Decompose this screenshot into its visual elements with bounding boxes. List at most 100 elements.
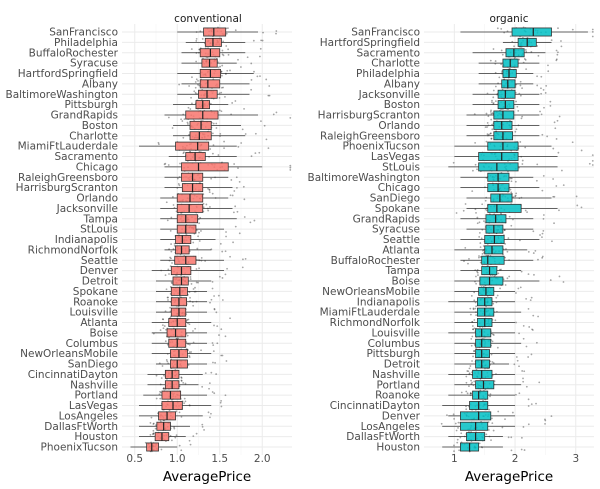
data-point	[524, 59, 527, 61]
data-point	[182, 136, 185, 139]
box-Louisville	[475, 328, 492, 338]
data-point	[470, 382, 473, 385]
data-point	[470, 379, 472, 382]
data-point	[506, 250, 509, 253]
data-point	[478, 221, 481, 224]
data-point	[469, 313, 472, 316]
box-Detroit	[475, 359, 490, 369]
category-label: LosAngeles	[59, 410, 118, 422]
data-point	[229, 255, 231, 258]
data-point	[218, 109, 221, 112]
category-label: Roanoke	[73, 296, 118, 308]
data-point	[473, 291, 476, 294]
data-point	[230, 179, 233, 181]
data-point	[553, 222, 555, 225]
x-tick-label: 1.5	[211, 453, 228, 465]
data-point	[552, 195, 555, 198]
box-Spokane	[487, 203, 522, 213]
data-point	[516, 105, 519, 108]
data-point	[534, 249, 537, 252]
category-label: Boise	[392, 276, 420, 288]
data-point	[531, 329, 534, 331]
data-point	[468, 367, 471, 370]
data-point	[165, 359, 168, 361]
data-point	[216, 325, 219, 328]
data-point	[166, 360, 169, 363]
data-point	[260, 120, 262, 123]
data-point	[476, 168, 478, 171]
data-point	[557, 27, 559, 30]
data-point	[208, 189, 211, 191]
data-point	[157, 141, 160, 144]
data-point	[243, 216, 246, 218]
category-label: Sacramento	[356, 47, 420, 59]
data-point	[203, 429, 205, 431]
data-point	[242, 258, 244, 261]
category-label: Atlanta	[80, 317, 118, 329]
data-point	[244, 133, 247, 135]
data-point	[268, 85, 271, 87]
data-point	[501, 71, 503, 73]
data-point	[170, 439, 173, 442]
category-label: LasVegas	[69, 400, 118, 412]
category-label: Boise	[90, 327, 118, 339]
data-point	[253, 219, 256, 222]
data-point	[537, 315, 539, 318]
data-point	[562, 184, 565, 187]
data-point	[210, 298, 213, 301]
data-point	[522, 324, 525, 327]
data-point	[542, 214, 545, 216]
data-point	[515, 393, 517, 396]
data-point	[179, 162, 181, 165]
data-point	[183, 397, 186, 400]
data-point	[224, 273, 227, 276]
data-point	[440, 422, 443, 425]
data-point	[209, 148, 212, 150]
data-point	[541, 133, 544, 136]
data-point	[197, 235, 199, 238]
data-point	[544, 422, 546, 425]
data-point	[485, 140, 488, 143]
data-point	[518, 58, 521, 61]
box-Orlando	[493, 120, 513, 130]
data-point	[250, 88, 253, 91]
category-label: Philadelphia	[54, 37, 118, 49]
data-point	[532, 230, 535, 233]
data-point	[489, 110, 492, 113]
data-point	[474, 163, 477, 166]
data-point	[490, 118, 493, 121]
data-point	[515, 100, 517, 103]
data-point	[471, 360, 473, 362]
data-point	[210, 371, 213, 374]
data-point	[476, 216, 479, 219]
data-point	[483, 220, 485, 223]
data-point	[492, 333, 494, 336]
data-point	[591, 154, 594, 157]
box-Atlanta	[484, 245, 504, 255]
data-point	[183, 402, 186, 405]
data-point	[545, 84, 548, 87]
data-point	[227, 27, 229, 30]
data-point	[481, 203, 484, 206]
data-point	[527, 273, 530, 276]
data-point	[492, 96, 495, 99]
data-point	[234, 100, 237, 102]
data-point	[452, 161, 455, 164]
category-label: Tampa	[83, 213, 118, 225]
category-label: Pittsburgh	[65, 99, 119, 111]
data-point	[465, 405, 467, 408]
data-point	[221, 53, 224, 56]
category-label: Denver	[80, 265, 119, 277]
data-point	[166, 343, 169, 346]
data-point	[193, 90, 196, 93]
data-point	[243, 198, 246, 201]
data-point	[218, 92, 221, 95]
category-label: Syracuse	[372, 224, 420, 236]
data-point	[212, 344, 215, 347]
data-point	[457, 421, 460, 424]
category-label: Orlando	[378, 120, 420, 132]
data-point	[560, 40, 562, 42]
box-BuffaloRochester	[481, 255, 505, 265]
